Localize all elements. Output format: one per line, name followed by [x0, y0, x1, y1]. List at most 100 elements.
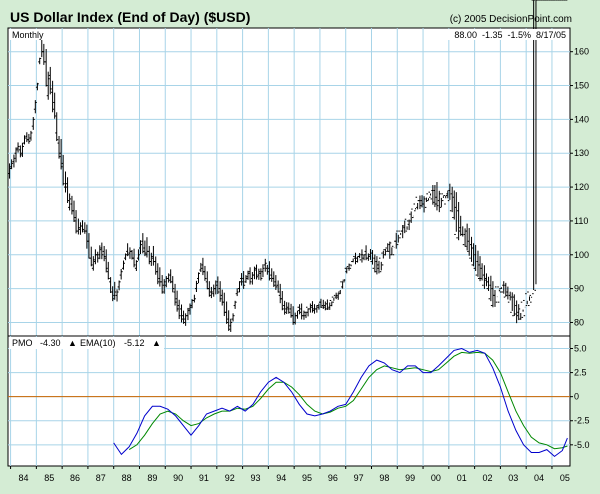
ohlc-bar: [57, 135, 61, 159]
ohlc-bar: [194, 280, 198, 292]
ohlc-bar: [156, 263, 160, 285]
pmo-legend-value: -4.30: [40, 338, 61, 348]
ohlc-bar: [381, 249, 385, 266]
ohlc-bar: [8, 163, 12, 179]
pmo-legend: PMO -4.30 ▲ EMA(10) -5.12 ▲: [12, 338, 161, 348]
pmo-panel: 5.0 2.5 0 -2.5 -5.0 PMO -4.30 ▲ EMA(10) -5.1…: [7, 335, 590, 467]
ohlc-bar: [407, 213, 411, 231]
ohlc-bar: [345, 266, 349, 274]
ohlc-bar: [512, 294, 516, 317]
x-tick-label: 93: [250, 473, 260, 483]
ohlc-bar: [263, 258, 267, 272]
ohlc-bar: [371, 250, 375, 269]
ohlc-bar: [441, 195, 445, 202]
ohlc-bar: [414, 196, 418, 212]
x-tick-label: 84: [18, 473, 28, 483]
ohlc-bar: [366, 253, 370, 261]
price-y-tick-label: 120: [574, 182, 589, 192]
x-tick-label: 98: [379, 473, 389, 483]
pmo-y-tick-label: -2.5: [574, 416, 590, 426]
price-y-tick-label: 160: [574, 47, 589, 57]
ohlc-bar: [100, 242, 104, 260]
x-tick-label: 90: [173, 473, 183, 483]
price-gridlines: [8, 28, 570, 336]
ohlc-bar: [296, 306, 300, 319]
ohlc-bar: [332, 294, 336, 303]
ohlc-bar: [171, 276, 175, 293]
x-tick-label: 00: [431, 473, 441, 483]
ohlc-bar: [63, 171, 67, 193]
ohlc-bar: [472, 243, 476, 269]
x-tick-label: 97: [354, 473, 364, 483]
ohlc-bar: [409, 208, 413, 223]
ohlc-bar: [199, 262, 203, 273]
ohlc-bar: [515, 300, 519, 324]
ohlc-bar: [465, 223, 469, 252]
ohlc-bar: [238, 281, 242, 293]
ohlc-bar: [14, 147, 18, 163]
ohlc-bar: [272, 271, 276, 287]
ohlc-bar: [368, 249, 372, 263]
quote-label-bg: [430, 29, 569, 40]
ohlc-bar: [20, 142, 24, 157]
ohlc-bar: [29, 130, 33, 141]
ohlc-bar: [68, 193, 72, 211]
ohlc-bar: [336, 291, 340, 300]
price-panel: 80 90 100 110 120 130 140 150 160 Monthly 88.00 …: [7, 0, 589, 337]
ohlc-bar: [383, 247, 387, 256]
ohlc-bar: [276, 280, 280, 293]
ema-legend-arrow-icon: ▲: [152, 338, 161, 348]
ohlc-bar: [111, 286, 115, 302]
pmo-y-tick-label: 0: [574, 392, 579, 402]
ohlc-bar: [207, 281, 211, 297]
ohlc-bar: [119, 268, 123, 280]
ohlc-bar: [377, 257, 381, 274]
ohlc-bar: [351, 255, 355, 263]
x-axis: 84 85 86 87 88 89 90 91 92 93 94 95 96 97 98 99 00 01 02 03…: [10, 466, 570, 483]
ohlc-bar: [341, 279, 345, 289]
ohlc-bar: [81, 220, 85, 233]
ohlc-bar: [259, 268, 263, 281]
ohlc-bar: [274, 275, 278, 290]
pmo-line: [113, 347, 568, 458]
ohlc-bar: [489, 275, 493, 307]
price-y-tick-label: 90: [574, 284, 584, 294]
ohlc-bar: [470, 236, 474, 266]
ohlc-bar: [476, 250, 480, 279]
ohlc-bar: [89, 246, 93, 267]
price-y-tick-label: 80: [574, 317, 584, 327]
ohlc-bar: [390, 245, 394, 256]
ohlc-bar: [76, 218, 80, 235]
ohlc-bar: [267, 261, 271, 281]
ohlc-bar: [433, 185, 437, 208]
ohlc-bar: [401, 224, 405, 239]
ohlc-bar: [186, 307, 190, 321]
pmo-lines: [113, 347, 568, 458]
period-label: Monthly: [12, 30, 44, 40]
ohlc-bar: [48, 66, 52, 95]
pmo-legend-arrow-icon: ▲: [68, 338, 77, 348]
ohlc-bar: [528, 294, 532, 307]
ohlc-bar: [467, 228, 471, 259]
ohlc-bar: [98, 245, 102, 260]
price-y-tick-label: 110: [574, 216, 588, 226]
pmo-y-axis: 5.0 2.5 0 -2.5 -5.0: [570, 344, 590, 450]
ohlc-bar: [132, 248, 136, 268]
ohlc-bar: [474, 244, 478, 276]
ohlc-bar: [192, 294, 196, 303]
x-tick-label: 91: [199, 473, 209, 483]
last-quote-label: 88.00 -1.35 -1.5% 8/17/05: [454, 30, 566, 40]
ohlc-bar: [179, 304, 183, 323]
ohlc-bar: [358, 253, 362, 261]
ohlc-bar: [203, 265, 207, 281]
ohlc-bar: [343, 267, 347, 283]
ohlc-bar: [510, 292, 514, 317]
ohlc-bar: [446, 190, 450, 202]
ohlc-bar: [235, 288, 239, 297]
ohlc-bar: [12, 154, 16, 168]
x-tick-label: 03: [508, 473, 518, 483]
ohlc-bar: [405, 220, 409, 232]
pmo-legend-name: PMO: [12, 338, 33, 348]
ohlc-bar: [139, 240, 143, 255]
